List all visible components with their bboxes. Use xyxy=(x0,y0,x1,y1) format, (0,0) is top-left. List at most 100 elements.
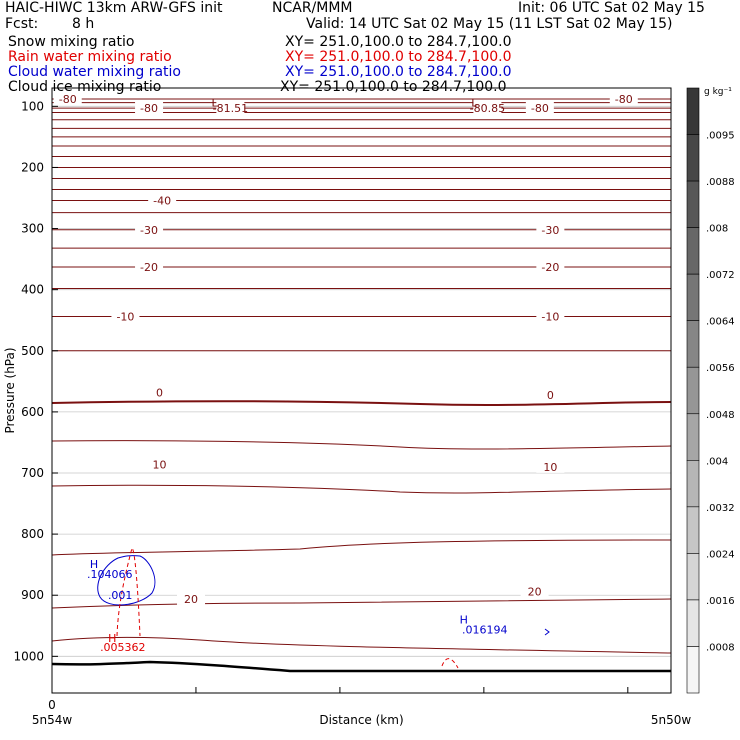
colorbar-swatch xyxy=(686,413,700,461)
contour-label-bg xyxy=(53,92,82,105)
contour-label: 0 xyxy=(547,389,554,402)
colorbar-label: .0088 xyxy=(706,177,735,188)
colorbar-label: .0072 xyxy=(706,270,735,281)
x-start-label: 5n54w xyxy=(32,713,73,727)
colorbar-swatch xyxy=(686,180,700,228)
model-title: HAIC-HIWC 13km ARW-GFS init xyxy=(5,0,223,16)
colorbar-label: .0064 xyxy=(706,317,735,328)
contour-label: -80 xyxy=(615,93,633,106)
contour-label: -20 xyxy=(140,261,158,274)
field-cloudwater-name: Cloud water mixing ratio xyxy=(8,64,181,80)
contour-label-bg xyxy=(135,260,164,274)
y-tick-label: 900 xyxy=(21,588,44,602)
y-axis-title: Pressure (hPa) xyxy=(3,347,17,433)
y-tick-label: 400 xyxy=(21,283,44,297)
contour-label-bg xyxy=(148,193,177,207)
extremum-value: .104066 xyxy=(87,568,133,581)
isotherm-line xyxy=(51,211,672,214)
contour-label: 0 xyxy=(156,386,163,399)
y-tick-label: 200 xyxy=(21,160,44,174)
x-axis-title: Distance (km) xyxy=(319,713,403,727)
contour-label: -30 xyxy=(140,224,158,237)
y-tick-label: 1000 xyxy=(13,649,44,663)
contour-label: -20 xyxy=(541,261,559,274)
extremum-value: .005362 xyxy=(100,641,146,654)
cloud-water-contour xyxy=(97,555,156,606)
isotherm-line xyxy=(51,315,672,318)
isotherm-line xyxy=(51,135,672,138)
contour-label: 20 xyxy=(528,586,542,599)
isotherm-lines xyxy=(51,98,672,654)
extremum-value: .016194 xyxy=(462,623,508,636)
contour-label: -10 xyxy=(541,311,559,324)
contour-label-bg xyxy=(609,92,638,105)
contour-label: 10 xyxy=(543,461,557,474)
colorbar-swatch xyxy=(686,460,700,508)
colorbar-swatch xyxy=(686,273,700,321)
contour-label-bg xyxy=(536,309,565,323)
isotherm-line xyxy=(51,484,672,494)
rain-water-contour xyxy=(441,658,459,669)
contour-label-bg xyxy=(111,309,140,323)
extremum-symbol: L xyxy=(471,97,478,110)
contour-label-bg xyxy=(177,591,206,605)
colorbar-swatch xyxy=(686,320,700,368)
contour-label-bg xyxy=(536,260,565,274)
colorbar-swatch xyxy=(686,87,700,135)
chart-marks: -80 -80 -81.51 -80.85 -80 -80 -40 -30 -30 -20 -20 -… xyxy=(53,92,638,654)
chart-grid xyxy=(52,105,671,657)
field-cloudice-name: Cloud ice mixing ratio xyxy=(8,79,162,95)
contour-label: -40 xyxy=(153,194,171,207)
fcst-label: Fcst: xyxy=(5,16,39,32)
isotherm-line xyxy=(51,177,672,180)
colorbar-units: g kg⁻¹ xyxy=(704,87,732,97)
contour-label: -81.51 xyxy=(213,102,248,115)
extremum-symbol: H xyxy=(460,614,468,627)
cloud-water-contour xyxy=(544,628,550,636)
colorbar-swatch xyxy=(686,553,700,601)
terrain-line xyxy=(51,660,671,673)
isotherm-line xyxy=(51,349,672,352)
contour-label-bg xyxy=(536,459,565,473)
y-tick-label: 800 xyxy=(21,527,44,541)
colorbar-label: .0056 xyxy=(706,363,735,374)
isotherm-line xyxy=(51,98,672,100)
contour-label-bg xyxy=(145,385,174,399)
contour-label-bg xyxy=(135,101,164,115)
y-tick-label: 500 xyxy=(21,344,44,358)
colorbar-swatch xyxy=(686,646,700,694)
isotherm-line xyxy=(51,636,672,654)
colorbar-label: .0016 xyxy=(706,596,735,607)
field-snow-xy: XY= 251.0,100.0 to 284.7,100.0 xyxy=(285,34,512,50)
contour-label: -80 xyxy=(59,93,77,106)
init-time: Init: 06 UTC Sat 02 May 15 xyxy=(518,0,705,16)
isotherm-line xyxy=(51,440,672,450)
field-snow-name: Snow mixing ratio xyxy=(8,34,135,50)
fcst-value: 8 h xyxy=(72,16,95,32)
contour-label-bg xyxy=(520,584,549,598)
colorbar-swatch xyxy=(686,366,700,415)
isotherm-line xyxy=(51,118,672,121)
contour-label: 20 xyxy=(184,593,198,606)
colorbar-swatch xyxy=(686,227,700,275)
contour-label-bg xyxy=(473,101,502,115)
contour-label-bg xyxy=(145,457,174,471)
contour-label-bg xyxy=(135,222,164,236)
x-end-label: 5n50w xyxy=(651,713,692,727)
y-tick-label: 700 xyxy=(21,466,44,480)
contour-label-bg xyxy=(216,101,245,115)
contour-label: -10 xyxy=(116,311,134,324)
colorbar-label: .0095 xyxy=(706,131,735,142)
isotherm-line xyxy=(51,598,672,609)
y-tick-label: 600 xyxy=(21,405,44,419)
isotherm-line xyxy=(51,247,672,250)
isotherm-line xyxy=(51,166,672,169)
org-label: NCAR/MMM xyxy=(272,0,353,16)
contour-label-bg xyxy=(536,222,565,236)
terrain xyxy=(51,660,671,673)
colorbar-label: .0024 xyxy=(706,549,735,560)
colorbar-label: .0048 xyxy=(706,410,735,421)
isotherm-line xyxy=(51,155,672,158)
isotherm-line xyxy=(51,188,672,191)
